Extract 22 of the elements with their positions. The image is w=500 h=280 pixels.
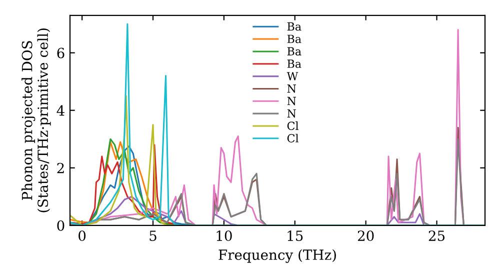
x-tick-label: 20 <box>358 230 374 242</box>
x-tick-label: 15 <box>288 230 303 242</box>
x-tick-label: 25 <box>428 230 445 242</box>
x-axis-title: Frequency (THz) <box>218 249 336 263</box>
y-axis-title: Phonon projected DOS (States/THz·primitive cell) <box>22 28 51 212</box>
legend-label: Ba <box>287 47 302 56</box>
legend-label: Ba <box>287 34 302 44</box>
y-tick-label: 6 <box>57 48 64 58</box>
legend-label: N <box>287 109 296 118</box>
legend-label: Cl <box>287 121 298 130</box>
legend-label: Ba <box>287 22 302 31</box>
y-tick-label: 2 <box>57 162 64 174</box>
legend-label: W <box>286 72 298 80</box>
legend-label: Cl <box>287 134 298 142</box>
legend-label: N <box>287 96 296 106</box>
x-tick-label: 0 <box>78 230 86 242</box>
legend-label: Ba <box>287 60 302 68</box>
y-tick-label: 4 <box>56 105 64 116</box>
x-tick-label: 5 <box>150 230 156 242</box>
x-tick-label: 10 <box>216 230 232 242</box>
y-tick-label: 0 <box>57 220 64 231</box>
legend-label: N <box>287 84 296 93</box>
